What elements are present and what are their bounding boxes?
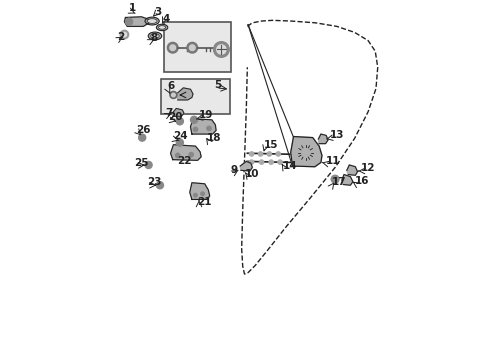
Circle shape	[213, 42, 229, 57]
Circle shape	[186, 42, 197, 53]
FancyBboxPatch shape	[161, 79, 230, 114]
Polygon shape	[177, 88, 193, 100]
Text: 4: 4	[163, 14, 170, 24]
Text: 17: 17	[331, 176, 346, 186]
Ellipse shape	[147, 19, 157, 23]
Text: 20: 20	[168, 112, 182, 122]
Text: 18: 18	[207, 133, 221, 143]
Text: 6: 6	[167, 81, 174, 91]
Circle shape	[167, 42, 178, 53]
Text: 10: 10	[244, 169, 259, 179]
Text: 19: 19	[199, 110, 213, 120]
Circle shape	[193, 193, 197, 197]
Ellipse shape	[148, 32, 162, 40]
Polygon shape	[189, 183, 209, 199]
Circle shape	[175, 153, 180, 157]
Text: 8: 8	[150, 33, 157, 43]
Polygon shape	[346, 165, 357, 175]
Text: 13: 13	[329, 130, 344, 140]
Circle shape	[201, 192, 204, 195]
Circle shape	[169, 45, 175, 50]
Circle shape	[268, 160, 273, 164]
Text: 24: 24	[173, 131, 188, 141]
Text: 3: 3	[154, 7, 161, 17]
Ellipse shape	[145, 17, 159, 25]
Ellipse shape	[158, 26, 165, 29]
Circle shape	[176, 118, 183, 125]
Circle shape	[156, 182, 163, 189]
Circle shape	[249, 152, 253, 156]
Circle shape	[249, 160, 253, 164]
Polygon shape	[318, 134, 327, 144]
Circle shape	[169, 91, 177, 99]
Polygon shape	[341, 175, 352, 185]
Circle shape	[206, 126, 211, 130]
Circle shape	[120, 30, 128, 39]
Circle shape	[125, 18, 132, 25]
Circle shape	[189, 45, 195, 50]
Text: 21: 21	[197, 197, 212, 207]
Text: 15: 15	[263, 140, 278, 150]
Circle shape	[276, 152, 280, 156]
Circle shape	[193, 127, 197, 131]
Circle shape	[216, 45, 225, 54]
FancyBboxPatch shape	[163, 22, 230, 72]
Text: 22: 22	[177, 156, 191, 166]
Polygon shape	[190, 119, 216, 134]
Text: 7: 7	[165, 108, 173, 118]
Polygon shape	[124, 17, 149, 26]
Text: 5: 5	[214, 80, 221, 90]
Ellipse shape	[150, 34, 159, 38]
Text: 16: 16	[354, 176, 368, 186]
Circle shape	[330, 175, 338, 183]
Circle shape	[277, 160, 282, 164]
Circle shape	[189, 153, 193, 157]
Circle shape	[176, 139, 183, 146]
Circle shape	[190, 116, 197, 123]
Circle shape	[258, 152, 262, 156]
Circle shape	[259, 160, 263, 164]
Polygon shape	[290, 136, 321, 167]
Circle shape	[145, 161, 152, 168]
Circle shape	[267, 152, 271, 156]
Text: 2: 2	[117, 32, 124, 41]
Polygon shape	[170, 145, 201, 160]
Text: 14: 14	[282, 161, 297, 171]
Text: 23: 23	[146, 177, 161, 187]
Text: 25: 25	[133, 158, 148, 168]
Text: 26: 26	[136, 125, 150, 135]
Polygon shape	[240, 161, 252, 171]
Text: 11: 11	[325, 156, 339, 166]
Circle shape	[122, 32, 126, 37]
Circle shape	[171, 93, 175, 97]
Ellipse shape	[156, 24, 167, 31]
Text: 9: 9	[230, 165, 238, 175]
Text: 1: 1	[129, 3, 136, 13]
Polygon shape	[172, 108, 183, 116]
Circle shape	[138, 134, 145, 141]
Text: 12: 12	[360, 163, 375, 173]
